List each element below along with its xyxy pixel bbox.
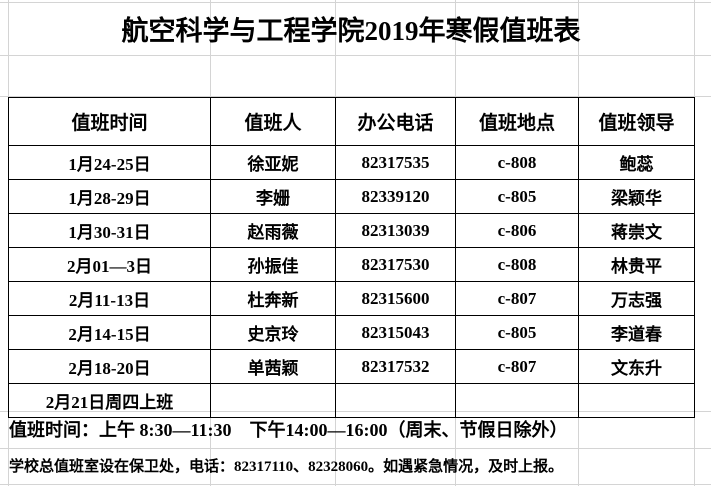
cell-duty-leader: 李道春 (578, 315, 695, 350)
cell-return-to-work-note: 2月21日周四上班 (8, 383, 211, 418)
cell-office-phone: 82313039 (335, 213, 456, 248)
cell-duty-person: 史京玲 (210, 315, 336, 350)
duty-roster-table: 值班时间 值班人 办公电话 值班地点 值班领导 1月24-25日 徐亚妮 823… (8, 97, 695, 418)
column-header-duty-time: 值班时间 (8, 97, 211, 146)
table-row: 1月30-31日 赵雨薇 82313039 c-806 蒋崇文 (8, 213, 695, 248)
cell-duty-leader: 蒋崇文 (578, 213, 695, 248)
cell-duty-person: 孙振佳 (210, 247, 336, 282)
cell-duty-person: 单茜颖 (210, 349, 336, 384)
cell-duty-person: 杜奔新 (210, 281, 336, 316)
column-header-duty-place: 值班地点 (455, 97, 579, 146)
cell-duty-place: c-808 (455, 145, 579, 180)
cell-duty-place: c-807 (455, 349, 579, 384)
cell-duty-time: 1月30-31日 (8, 213, 211, 248)
cell-office-phone: 82317532 (335, 349, 456, 384)
cell-duty-leader: 梁颖华 (578, 179, 695, 214)
cell-duty-time: 1月24-25日 (8, 145, 211, 180)
cell-duty-time: 1月28-29日 (8, 179, 211, 214)
table-header-row: 值班时间 值班人 办公电话 值班地点 值班领导 (8, 97, 695, 146)
cell-duty-place: c-805 (455, 315, 579, 350)
cell-duty-person-empty (210, 383, 336, 418)
cell-duty-leader: 文东升 (578, 349, 695, 384)
title-spacer-row (8, 56, 694, 96)
cell-duty-time: 2月18-20日 (8, 349, 211, 384)
cell-office-phone: 82315043 (335, 315, 456, 350)
cell-duty-place: c-807 (455, 281, 579, 316)
cell-office-phone: 82317530 (335, 247, 456, 282)
cell-duty-place-empty (455, 383, 579, 418)
document-title-row: 航空科学与工程学院2019年寒假值班表 (8, 2, 694, 54)
note-duty-hours: 值班时间：上午 8:30—11:30 下午14:00—16:00（周末、节假日除… (9, 419, 568, 440)
table-row: 2月01—3日 孙振佳 82317530 c-808 林贵平 (8, 247, 695, 282)
cell-duty-place: c-805 (455, 179, 579, 214)
cell-duty-leader: 林贵平 (578, 247, 695, 282)
cell-duty-place: c-808 (455, 247, 579, 282)
column-header-office-phone: 办公电话 (335, 97, 456, 146)
cell-office-phone: 82317535 (335, 145, 456, 180)
page-title: 航空科学与工程学院2019年寒假值班表 (121, 15, 581, 46)
cell-duty-leader: 万志强 (578, 281, 695, 316)
note-security-office: 学校总值班室设在保卫处，电话：82317110、82328060。如遇紧急情况，… (9, 459, 564, 475)
cell-duty-time: 2月01—3日 (8, 247, 211, 282)
cell-duty-person: 李姗 (210, 179, 336, 214)
cell-duty-person: 徐亚妮 (210, 145, 336, 180)
cell-office-phone-empty (335, 383, 456, 418)
cell-duty-leader: 鲍蕊 (578, 145, 695, 180)
cell-office-phone: 82339120 (335, 179, 456, 214)
cell-duty-leader-empty (578, 383, 695, 418)
table-row-return-to-work: 2月21日周四上班 (8, 383, 695, 418)
cell-duty-time: 2月14-15日 (8, 315, 211, 350)
table-row: 1月28-29日 李姗 82339120 c-805 梁颖华 (8, 179, 695, 214)
cell-duty-place: c-806 (455, 213, 579, 248)
cell-office-phone: 82315600 (335, 281, 456, 316)
table-row: 1月24-25日 徐亚妮 82317535 c-808 鲍蕊 (8, 145, 695, 180)
cell-duty-person: 赵雨薇 (210, 213, 336, 248)
cell-duty-time: 2月11-13日 (8, 281, 211, 316)
column-header-duty-leader: 值班领导 (578, 97, 695, 146)
table-row: 2月11-13日 杜奔新 82315600 c-807 万志强 (8, 281, 695, 316)
column-header-duty-person: 值班人 (210, 97, 336, 146)
table-row: 2月18-20日 单茜颖 82317532 c-807 文东升 (8, 349, 695, 384)
table-row: 2月14-15日 史京玲 82315043 c-805 李道春 (8, 315, 695, 350)
